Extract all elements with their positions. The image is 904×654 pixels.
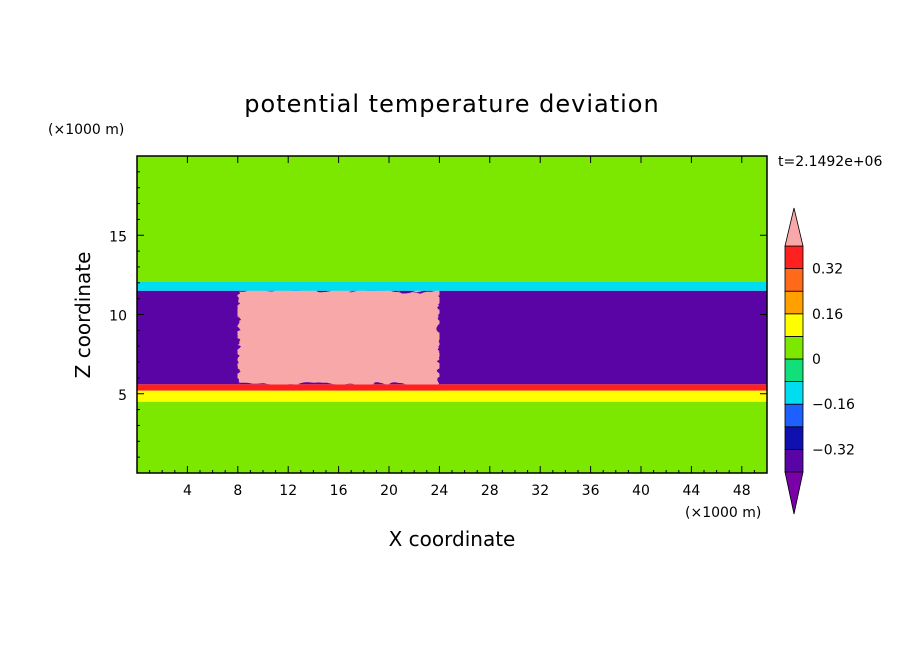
colorbar-swatch xyxy=(784,403,804,428)
y-tick-label: 10 xyxy=(109,309,127,325)
x-ticks: 4 8 12 16 20 24 28 32 36 40 44 48 xyxy=(149,156,755,499)
colorbar-under-arrow xyxy=(784,471,804,515)
x-tick-label: 40 xyxy=(632,483,650,499)
contour-region xyxy=(137,290,767,385)
time-label: t=2.1492e+06 xyxy=(778,154,882,170)
x-tick-label: 36 xyxy=(582,483,600,499)
colorbar-swatch xyxy=(784,290,804,315)
x-axis-label: X coordinate xyxy=(389,527,516,551)
x-tick-label: 32 xyxy=(531,483,549,499)
y-ticks: 5 10 15 xyxy=(109,171,767,458)
x-tick-label: 24 xyxy=(430,483,448,499)
x-tick-label: 16 xyxy=(330,483,348,499)
colorbar-label: 0.16 xyxy=(812,307,843,323)
colorbar-swatch xyxy=(784,245,804,270)
colorbar-swatch xyxy=(784,313,804,337)
chart-title: potential temperature deviation xyxy=(244,90,659,118)
colorbar-label: 0.32 xyxy=(812,262,843,278)
x-tick-label: 4 xyxy=(183,483,192,499)
contour-field xyxy=(137,156,767,473)
y-axis-label: Z coordinate xyxy=(71,252,95,379)
colorbar-swatch xyxy=(784,268,804,292)
x-tick-label: 12 xyxy=(279,483,297,499)
colorbar-swatch xyxy=(784,448,804,473)
plot-area xyxy=(137,156,767,473)
contour-region xyxy=(137,390,767,402)
colorbar-label: 0 xyxy=(812,352,821,368)
contour-region xyxy=(137,384,767,391)
contour-region xyxy=(237,290,440,385)
contour-region xyxy=(137,156,767,282)
colorbar-swatch xyxy=(784,381,804,405)
colorbar: 0.32 0.16 0 −0.16 −0.32 xyxy=(784,207,855,515)
x-tick-label: 44 xyxy=(682,483,700,499)
x-tick-label: 8 xyxy=(233,483,242,499)
x-tick-label: 20 xyxy=(380,483,398,499)
contour-region xyxy=(137,281,767,291)
x-tick-label: 28 xyxy=(481,483,499,499)
contour-region xyxy=(137,401,767,473)
colorbar-label: −0.32 xyxy=(812,442,855,458)
colorbar-over-arrow xyxy=(784,207,804,247)
y-tick-label: 15 xyxy=(109,229,127,245)
y-tick-label: 5 xyxy=(118,388,127,404)
colorbar-swatch xyxy=(784,358,804,383)
colorbar-swatch xyxy=(784,426,804,450)
x-tick-label: 48 xyxy=(733,483,751,499)
colorbar-swatch xyxy=(784,335,804,360)
colorbar-label: −0.16 xyxy=(812,397,855,413)
y-unit-label: (×1000 m) xyxy=(48,122,124,138)
x-unit-label: (×1000 m) xyxy=(685,505,761,521)
